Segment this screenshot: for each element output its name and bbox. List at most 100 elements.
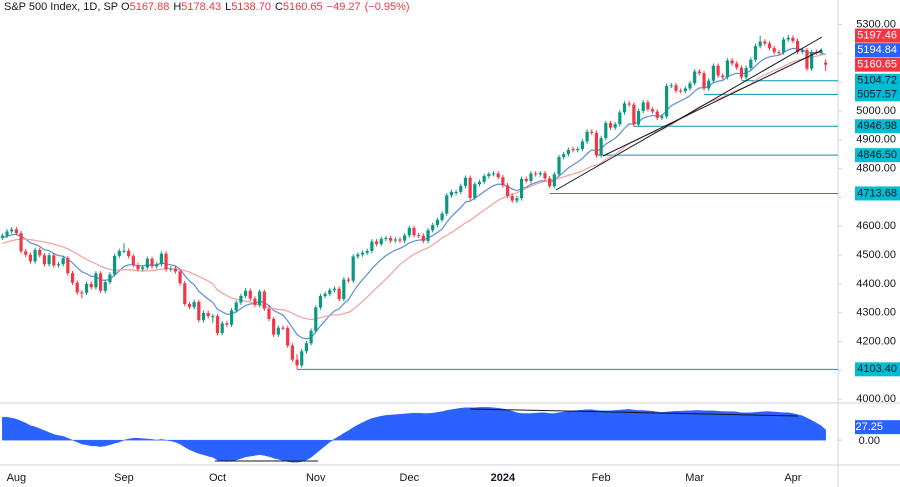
- candle-body: [393, 239, 397, 241]
- candle-body: [819, 50, 823, 53]
- x-tick-label: Feb: [592, 472, 611, 484]
- candle-body: [636, 110, 641, 125]
- candle-body: [178, 271, 182, 284]
- candle-body: [33, 249, 37, 262]
- level-badge: [855, 87, 900, 102]
- candle-body: [473, 184, 477, 198]
- candle-body: [412, 227, 416, 236]
- candle-body: [524, 178, 528, 181]
- candle-body: [197, 302, 201, 321]
- candle-body: [286, 327, 290, 346]
- y-tick-label: 5000.00: [856, 105, 896, 117]
- candle-body: [356, 254, 360, 257]
- header-value: (−0.95%): [364, 1, 410, 13]
- candle-body: [758, 41, 762, 47]
- candle-body: [66, 258, 70, 274]
- candle-body: [89, 283, 93, 288]
- candle-body: [548, 178, 552, 187]
- candle-body: [767, 43, 772, 49]
- candle-body: [604, 123, 608, 139]
- candle-body: [370, 241, 374, 251]
- title: S&P 500 Index, 1D, SP: [4, 1, 118, 13]
- candle-body: [239, 295, 243, 303]
- candle-body: [337, 288, 341, 300]
- candle-body: [417, 235, 421, 237]
- candle-body: [534, 173, 538, 175]
- price-badge-label: 5160.65: [857, 59, 897, 71]
- candle-body: [365, 250, 369, 253]
- price-badge: [855, 57, 900, 72]
- level-label: 4713.68: [857, 187, 897, 199]
- header-value: 5178.43: [181, 1, 222, 13]
- candle-body: [243, 290, 248, 296]
- candle-body: [304, 343, 309, 352]
- candle-body: [800, 50, 804, 52]
- candle-body: [403, 235, 407, 241]
- osc-badge: [855, 420, 900, 435]
- candle-body: [777, 52, 781, 54]
- candle-body: [141, 267, 145, 270]
- candle-body: [693, 71, 697, 84]
- oscillator-area: [2, 407, 826, 463]
- price-badge-label: 5194.84: [857, 44, 897, 56]
- candle-body: [711, 65, 715, 81]
- level-badge: [855, 148, 900, 163]
- moving-average: [2, 53, 826, 321]
- candle-body: [749, 59, 753, 69]
- candle-body: [318, 295, 323, 308]
- x-tick-label: Oct: [209, 472, 226, 484]
- candle-body: [679, 90, 683, 92]
- candle-body: [571, 148, 575, 151]
- candle-body: [515, 198, 519, 201]
- candle-body: [351, 256, 355, 281]
- candle-body: [122, 250, 126, 252]
- candle-body: [739, 67, 744, 78]
- candle-body: [590, 131, 594, 133]
- candle-body: [543, 173, 547, 179]
- candle-body: [0, 235, 4, 238]
- candle-body: [660, 116, 664, 118]
- candle-body: [309, 330, 313, 344]
- candle-body: [374, 241, 379, 245]
- candle-body: [295, 359, 299, 366]
- candle-body: [38, 249, 42, 256]
- y-tick-label: 4600.00: [856, 220, 896, 232]
- candle-body: [127, 250, 131, 257]
- candle-body: [80, 292, 84, 294]
- candle-body: [431, 225, 435, 231]
- candle-body: [281, 327, 285, 329]
- candle-body: [267, 308, 271, 320]
- candle-body: [613, 124, 617, 128]
- candle-body: [47, 255, 51, 265]
- header-value: L: [225, 1, 232, 13]
- candle-body: [824, 62, 828, 65]
- candle-body: [108, 274, 112, 283]
- candle-body: [258, 291, 262, 305]
- candle-body: [585, 131, 589, 142]
- header-value: −49.27: [326, 1, 361, 13]
- candle-body: [735, 63, 739, 68]
- osc-tick-label: 0.00: [859, 435, 880, 447]
- candle-body: [328, 290, 332, 294]
- candle-body: [28, 254, 33, 262]
- candle-body: [75, 282, 79, 293]
- candle-body: [510, 195, 514, 201]
- x-tick-label: Aug: [7, 472, 27, 484]
- header-value: C: [274, 1, 283, 13]
- candle-body: [323, 293, 327, 296]
- y-tick-label: 4500.00: [856, 249, 896, 261]
- candle-body: [702, 73, 706, 89]
- candle-body: [805, 50, 809, 69]
- candle-body: [795, 40, 800, 52]
- level-badge: [855, 362, 900, 377]
- candle-body: [421, 235, 425, 241]
- candle-body: [300, 351, 304, 366]
- trend-line: [602, 49, 823, 157]
- candle-body: [225, 323, 229, 325]
- header-value: 5167.88: [129, 1, 170, 13]
- candle-body: [42, 255, 47, 265]
- candle-body: [211, 316, 215, 318]
- candle-body: [98, 273, 103, 291]
- candle-body: [519, 178, 524, 199]
